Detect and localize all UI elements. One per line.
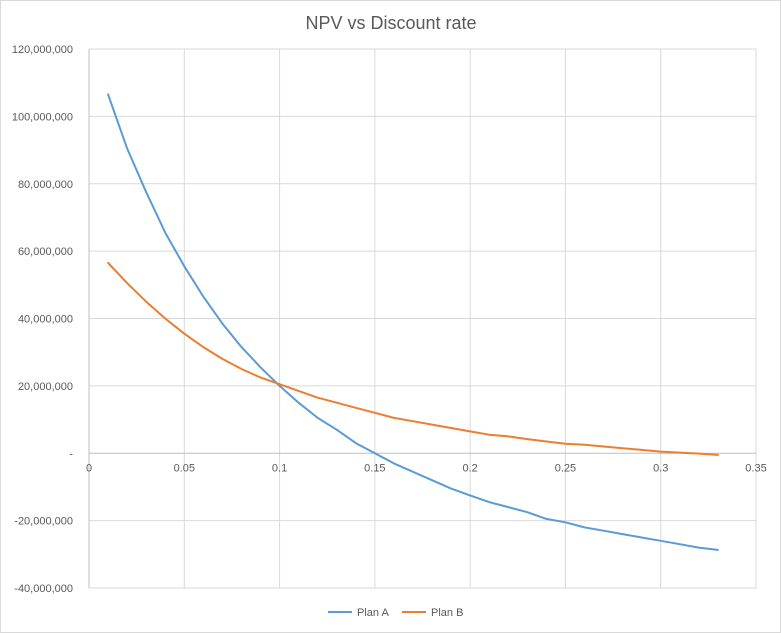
x-tick-label: 0.3 [653,462,668,474]
x-tick-label: 0.05 [174,462,195,474]
x-tick-label: 0 [86,462,92,474]
legend-label: Plan A [357,607,389,619]
legend-label: Plan B [431,607,463,619]
y-tick-label: - [69,448,73,460]
y-tick-label: 60,000,000 [18,246,73,258]
series-line-plan-a [107,93,719,551]
y-tick-label: 80,000,000 [18,179,73,191]
grid-layer [89,48,757,589]
y-tick-label: -20,000,000 [14,516,73,528]
x-tick-label: 0.15 [364,462,385,474]
y-tick-label: 100,000,000 [12,111,73,123]
y-tick-label: 20,000,000 [18,381,73,393]
x-tick-label: 0.1 [272,462,287,474]
x-tick-label: 0.25 [555,462,576,474]
series-line-plan-b [107,261,719,456]
x-tick-label: 0.35 [745,462,766,474]
series-layer [107,93,719,551]
chart-title: NPV vs Discount rate [305,13,476,33]
y-tick-label: 120,000,000 [12,44,73,56]
y-tick-label: 40,000,000 [18,314,73,326]
legend: Plan A Plan B [328,607,463,619]
x-tick-label: 0.2 [462,462,477,474]
x-tick-labels: 0 0.05 0.1 0.15 0.2 0.25 0.3 0.35 [86,462,767,474]
y-tick-label: -40,000,000 [14,583,73,595]
y-tick-labels: -40,000,000-20,000,000-20,000,00040,000,… [12,44,74,595]
axis-layer [88,49,756,588]
